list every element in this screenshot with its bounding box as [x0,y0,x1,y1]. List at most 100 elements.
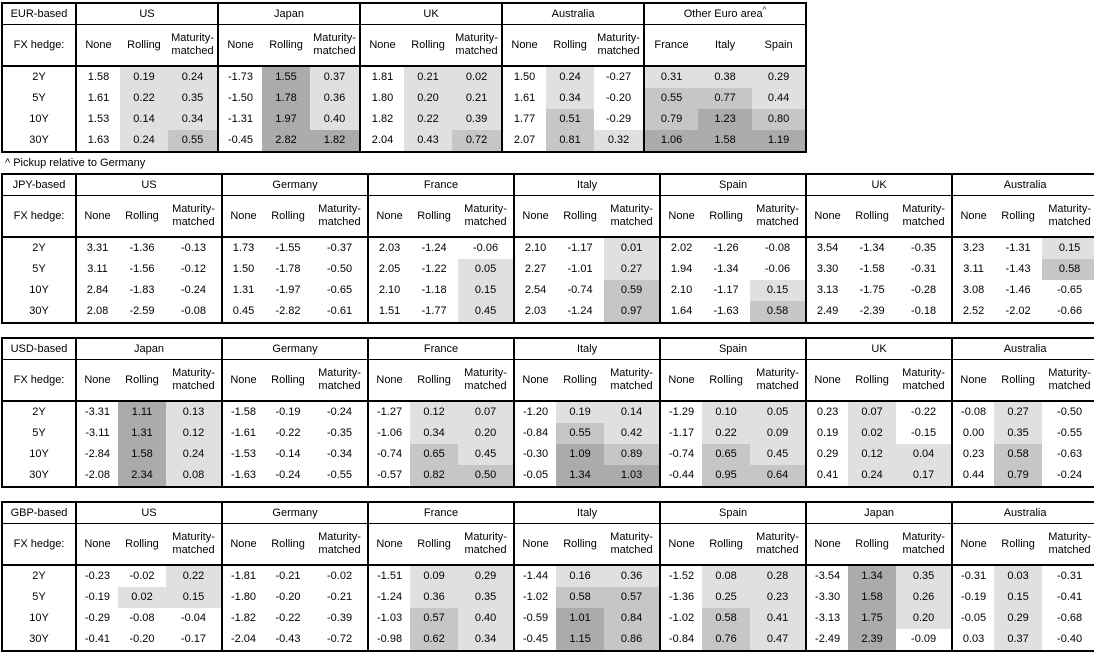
value-cell: -0.19 [951,587,995,608]
group-header-uk: UK [359,3,503,25]
value-cell: 0.41 [750,608,807,629]
value-cell: 0.22 [404,109,453,130]
value-cell: 0.29 [458,565,515,587]
value-cell: 0.84 [604,608,661,629]
group-title-row: USD-based Japan Germany France Italy Spain UK A… [2,338,1094,360]
column-header: Rolling [848,523,897,566]
value-cell: -2.39 [859,305,885,317]
value-cell: -0.65 [1057,284,1083,296]
value-cell: 1.97 [262,109,311,130]
value-cell: -3.30 [805,587,849,608]
value-cell: 1.61 [501,88,547,109]
value-cell: 0.08 [166,465,222,487]
group-header-spain: Spain [659,174,807,196]
value-cell: -1.36 [659,587,703,608]
value-cell: -0.74 [659,444,703,465]
value-cell: -2.08 [75,465,118,487]
value-cell: 3.11 [951,259,995,280]
value-cell: 0.45 [458,444,515,465]
value-cell: 0.20 [404,88,453,109]
group-header-italy: Italy [513,502,661,524]
value-cell: -0.35 [326,427,353,439]
value-cell: 1.80 [359,88,405,109]
value-cell: 0.24 [166,444,222,465]
value-cell: 0.36 [310,88,361,109]
group-header-france: France [367,174,515,196]
value-cell: 0.12 [166,423,222,444]
value-cell: 0.26 [896,587,953,608]
value-cell: -1.17 [567,242,593,254]
value-cell: 3.11 [75,259,118,280]
column-header: Maturity-matched [594,24,645,67]
column-header-row: FX hedge: None Rolling Maturity-matched None… [2,24,807,67]
value-cell: 2.08 [75,301,118,323]
value-cell: 0.05 [458,259,515,280]
value-cell: 0.09 [410,565,459,587]
value-cell: 2.04 [359,130,405,152]
value-cell: 2.07 [501,130,547,152]
value-cell: 0.79 [643,109,699,130]
value-cell: 0.36 [604,565,661,587]
table-row-10y: 10Y -2.84 1.58 0.24 -1.53 -0.14 -0.34 -0.74 0.65… [2,444,1094,465]
value-cell: -0.55 [326,469,353,481]
gbp-based-table: GBP-based US Germany France Italy Spain Japan A… [1,501,1094,652]
value-cell: -1.26 [713,242,739,254]
table-row-5y: 5Y 3.11 -1.56 -0.12 1.50 -1.78 -0.50 2.05 -1.22 0… [2,259,1094,280]
group-header-australia: Australia [501,3,645,25]
value-cell: 1.77 [501,109,547,130]
gbp-based-table-host: GBP-based US Germany France Italy Spain Japan A… [1,501,1094,652]
value-cell: 0.40 [310,109,361,130]
value-cell: -0.41 [75,629,118,651]
value-cell: 1.50 [221,259,265,280]
value-cell: 0.00 [951,423,995,444]
value-cell: 1.34 [848,565,897,587]
column-header: Maturity-matched [458,359,515,402]
value-cell: 0.25 [702,587,751,608]
value-cell: -0.21 [326,591,353,603]
value-cell: 0.51 [546,109,595,130]
value-cell: 0.20 [458,423,515,444]
table-row-2y: 2Y -3.31 1.11 0.13 -1.58 -0.19 -0.24 -1.27 0.12 0… [2,401,1094,423]
value-cell: -2.84 [75,444,118,465]
value-cell: 3.30 [805,259,849,280]
value-cell: -0.55 [1057,427,1083,439]
column-header: None [367,523,411,566]
column-header: Maturity-matched [166,195,223,238]
column-header: None [513,195,557,238]
table-row-10y: 10Y 2.84 -1.83 -0.24 1.31 -1.97 -0.65 2.10 -1.18… [2,280,1094,301]
value-cell: 1.81 [359,66,405,88]
value-cell: -1.58 [221,401,264,423]
value-cell: -0.29 [606,113,632,125]
column-header: Rolling [120,24,168,67]
value-cell: -1.61 [221,423,264,444]
value-cell: 1.58 [848,587,897,608]
column-header-row: FX hedge: None Rolling Maturity-matched None… [2,523,1094,566]
column-header: Rolling [994,195,1043,238]
value-cell: -1.36 [129,242,155,254]
group-header-japan: Japan [217,3,361,25]
maturity-label: 2Y [32,71,46,83]
value-cell: -1.50 [217,88,263,109]
value-cell: 3.08 [951,280,995,301]
value-cell: -1.22 [421,263,447,275]
value-cell: 1.78 [262,88,311,109]
value-cell: 0.12 [848,444,897,465]
value-cell: -0.40 [1057,633,1083,645]
value-cell: 0.19 [120,66,168,88]
value-cell: 0.29 [805,444,849,465]
value-cell: 0.55 [168,130,219,152]
value-cell: 1.63 [75,130,120,152]
value-cell: -1.80 [221,587,265,608]
value-cell: -0.98 [367,629,411,651]
value-cell: 1.15 [556,629,605,651]
value-cell: -2.02 [1005,305,1031,317]
value-cell: -0.20 [129,633,155,645]
value-cell: -3.11 [75,423,118,444]
value-cell: 0.40 [458,608,515,629]
value-cell: -2.59 [129,305,155,317]
column-header: Maturity-matched [1042,195,1094,238]
column-header: None [501,24,547,67]
value-cell: 0.79 [994,465,1043,487]
value-cell: -3.31 [75,401,118,423]
group-header-uk: UK [805,174,953,196]
